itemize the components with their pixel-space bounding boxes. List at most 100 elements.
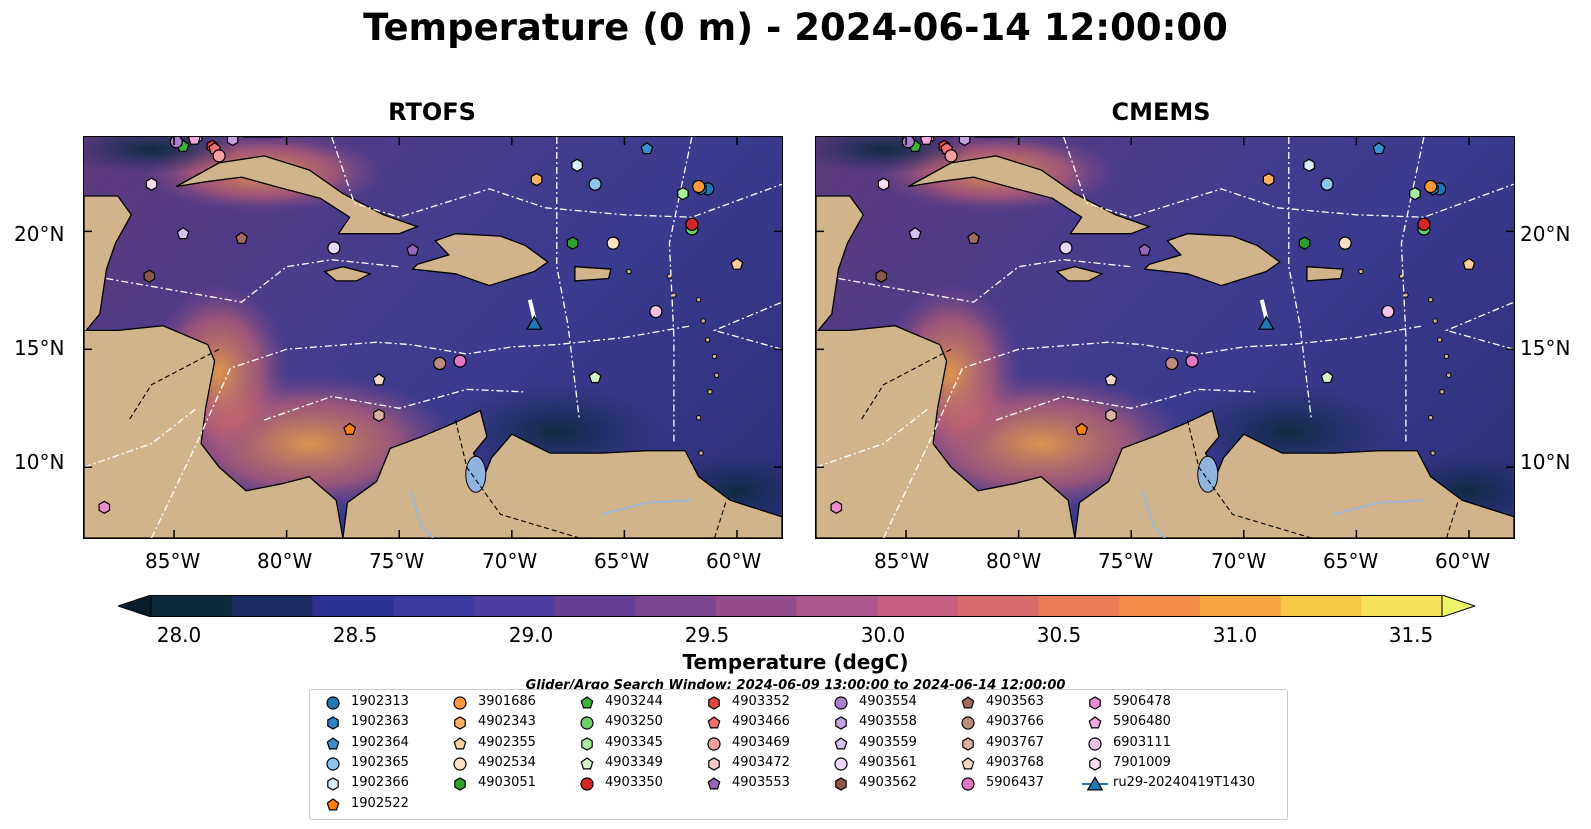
colorbar-tick-30-0: 30.0 [860, 623, 906, 647]
legend-marker [326, 736, 340, 750]
island [1436, 337, 1443, 343]
colorbar-tick-29-0: 29.0 [508, 623, 554, 647]
legend-marker-icon [708, 757, 720, 771]
country-border [713, 502, 727, 538]
legend-label: 4903554 [859, 694, 917, 709]
island [707, 389, 713, 395]
legend-marker [1088, 716, 1102, 729]
country-border [128, 348, 220, 421]
lat-label-20n-left: 20°N [14, 222, 65, 246]
eez-boundary [331, 137, 782, 218]
float-marker-4902534 [606, 236, 620, 250]
island [1427, 297, 1434, 303]
float-marker-1902522 [343, 422, 357, 435]
float-marker-1902364 [640, 142, 654, 155]
glider-marker [525, 315, 543, 330]
legend-label: 4903469 [732, 734, 790, 750]
float-marker-4903553 [406, 243, 420, 256]
float-marker-4903469 [212, 149, 226, 163]
legend-marker-icon [1089, 696, 1101, 710]
land-cuba [907, 155, 1152, 235]
legend-marker-icon [326, 797, 340, 810]
float-marker-1902365 [588, 177, 602, 191]
colorbar-segment [312, 595, 394, 617]
map-panel-rtofs [83, 136, 783, 539]
float-marker-5906480 [187, 137, 201, 145]
colorbar-segment [715, 595, 797, 617]
legend-marker [580, 716, 594, 730]
colorbar-segment [473, 595, 555, 617]
axis-ticks [84, 137, 782, 538]
legend-marker-icon [326, 736, 340, 750]
legend-marker-icon [707, 777, 721, 790]
legend-marker [1088, 736, 1102, 751]
legend-marker-icon [961, 757, 975, 770]
lon-label-75w-cmems: 75°W [1098, 549, 1154, 573]
legend-marker-icon [580, 757, 594, 770]
axis-ticks [816, 137, 1514, 538]
island [704, 337, 711, 343]
land-jamaica [323, 266, 372, 282]
eez-boundary [84, 407, 198, 468]
legend-marker [454, 716, 466, 730]
float-marker-5906437 [453, 354, 467, 368]
colorbar-tick-28-5: 28.5 [332, 623, 378, 647]
island [700, 318, 706, 324]
legend-label: 1902365 [351, 754, 409, 770]
legend-marker-icon [961, 777, 975, 791]
legend-label: 1902363 [351, 714, 409, 730]
island [714, 372, 720, 378]
lon-label-60w-cmems: 60°W [1435, 549, 1491, 573]
colorbar [118, 595, 1475, 617]
legend-label: 4903558 [859, 714, 917, 730]
lat-label-15n-left: 15°N [14, 336, 65, 360]
glider-track [1259, 299, 1269, 320]
float-marker-4903562 [875, 269, 888, 283]
river [601, 499, 692, 516]
colorbar-label: Temperature (degC) [682, 650, 909, 674]
legend-marker [834, 757, 848, 771]
legend-marker-icon [326, 696, 340, 710]
island [1427, 415, 1434, 421]
lon-label-85w-cmems: 85°W [874, 549, 930, 573]
colorbar-segment [1038, 595, 1120, 617]
eez-boundary [1288, 137, 1313, 421]
legend-label: 4903051 [478, 775, 536, 791]
legend-marker-icon [962, 736, 974, 751]
legend-marker [580, 696, 594, 709]
land-southamerica [342, 409, 782, 538]
glider-track [527, 299, 537, 320]
colorbar-tick-30-5: 30.5 [1036, 623, 1082, 647]
legend-marker [1089, 696, 1101, 710]
eez-boundary [816, 407, 930, 468]
figure-title: Temperature (0 m) - 2024-06-14 12:00:00 [363, 6, 1228, 49]
legend-marker [708, 757, 720, 771]
legend-label: 4903768 [986, 754, 1044, 770]
float-marker-4902355 [1462, 257, 1476, 270]
lon-label-75w-rtofs: 75°W [369, 549, 425, 573]
lon-label-80w-cmems: 80°W [986, 549, 1042, 573]
legend-marker-icon [454, 716, 466, 730]
glider-marker [1257, 315, 1275, 330]
land-hispaniola [1143, 233, 1281, 287]
legend-label: 4903766 [986, 714, 1044, 730]
colorbar-under-extend [118, 595, 152, 617]
eez-boundary [668, 137, 693, 444]
legend-marker [707, 736, 721, 751]
float-marker-6903111 [649, 304, 663, 319]
island [1430, 450, 1436, 456]
legend-marker-icon [327, 716, 339, 730]
colorbar-segment [1199, 595, 1282, 617]
legend-marker [961, 696, 975, 709]
float-marker-4903345 [677, 186, 689, 201]
river [1333, 499, 1424, 516]
island [1432, 318, 1438, 324]
legend-marker-icon [453, 736, 467, 750]
river [409, 490, 434, 538]
lon-label-85w-rtofs: 85°W [145, 549, 201, 573]
land-jamaica [1055, 266, 1104, 282]
legend-label: 4903349 [605, 754, 663, 770]
island [1358, 268, 1364, 275]
legend-marker [835, 777, 847, 791]
colorbar-tick-28-0: 28.0 [156, 623, 202, 647]
